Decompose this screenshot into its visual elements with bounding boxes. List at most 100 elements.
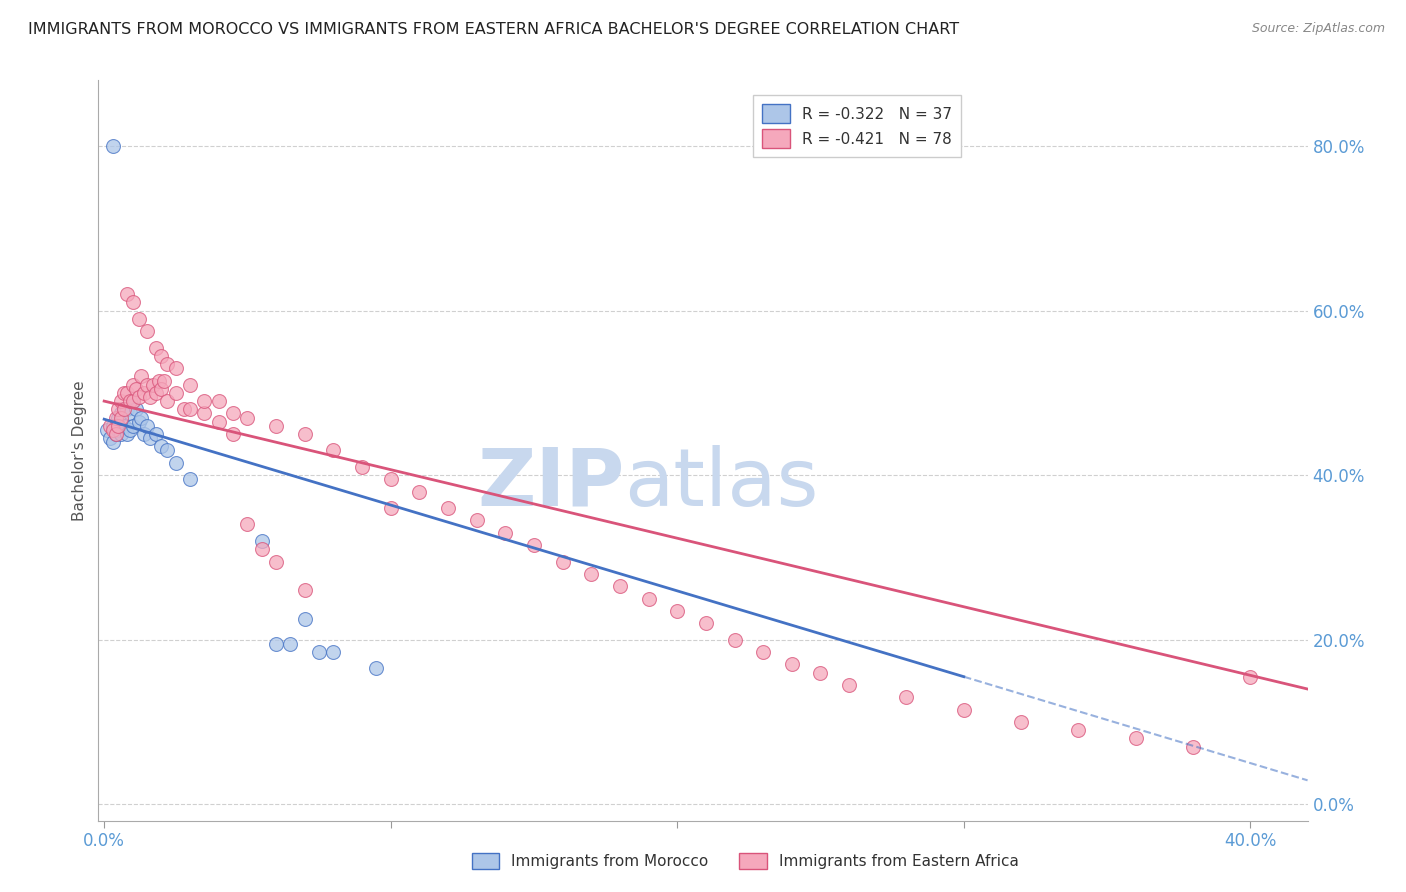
Point [121,295,143,310]
Point [128,415,150,429]
Point [145,427,167,442]
Point [115,287,138,301]
Point [124,402,146,417]
Point [110,410,132,425]
Y-axis label: Bachelor's Degree: Bachelor's Degree [72,380,87,521]
Legend: Immigrants from Morocco, Immigrants from Eastern Africa: Immigrants from Morocco, Immigrants from… [465,847,1025,875]
Text: Source: ZipAtlas.com: Source: ZipAtlas.com [1251,22,1385,36]
Point [142,377,165,392]
Point [121,418,143,433]
Point [350,459,373,474]
Point [264,554,287,569]
Point [110,427,132,442]
Point [136,377,159,392]
Point [110,407,132,421]
Point [810,665,832,680]
Point [165,361,187,376]
Point [752,645,775,659]
Text: IMMIGRANTS FROM MOROCCO VS IMMIGRANTS FROM EASTERN AFRICA BACHELOR'S DEGREE CORR: IMMIGRANTS FROM MOROCCO VS IMMIGRANTS FR… [28,22,959,37]
Point [156,357,179,371]
Point [150,349,173,363]
Point [104,427,127,442]
Point [139,431,162,445]
Point [609,579,631,593]
Point [131,410,153,425]
Point [250,542,273,557]
Point [494,525,516,540]
Point [465,513,488,527]
Point [294,583,316,598]
Point [1010,714,1032,729]
Point [145,385,167,400]
Point [107,410,129,425]
Point [115,427,138,442]
Point [179,472,201,486]
Point [236,410,259,425]
Point [952,703,974,717]
Point [131,369,153,384]
Point [112,402,135,417]
Point [98,431,121,445]
Point [280,637,302,651]
Point [408,484,430,499]
Point [380,472,402,486]
Point [107,402,129,417]
Point [322,645,344,659]
Point [1239,670,1261,684]
Point [193,407,215,421]
Point [222,427,245,442]
Text: atlas: atlas [624,445,818,523]
Point [107,423,129,437]
Point [136,418,159,433]
Point [134,385,156,400]
Point [121,394,143,409]
Point [124,382,146,396]
Point [551,554,574,569]
Point [264,418,287,433]
Point [294,612,316,626]
Point [581,566,603,581]
Point [838,678,860,692]
Point [236,517,259,532]
Point [104,410,127,425]
Point [150,439,173,453]
Point [101,139,124,153]
Point [101,435,124,450]
Point [112,402,135,417]
Point [134,427,156,442]
Point [136,324,159,338]
Point [208,394,231,409]
Point [104,427,127,442]
Point [128,311,150,326]
Point [121,394,143,409]
Point [780,657,803,672]
Point [101,423,124,437]
Point [1067,723,1090,738]
Point [523,538,546,552]
Point [112,385,135,400]
Legend: R = -0.322   N = 37, R = -0.421   N = 78: R = -0.322 N = 37, R = -0.421 N = 78 [754,95,962,157]
Point [139,390,162,404]
Point [179,402,201,417]
Point [150,382,173,396]
Point [695,616,717,631]
Point [173,402,195,417]
Point [723,632,745,647]
Point [118,423,141,437]
Point [145,341,167,355]
Point [308,645,330,659]
Point [637,591,659,606]
Point [115,385,138,400]
Point [222,407,245,421]
Point [250,533,273,548]
Point [165,385,187,400]
Point [104,418,127,433]
Point [264,637,287,651]
Point [153,374,176,388]
Point [294,427,316,442]
Point [165,456,187,470]
Point [179,377,201,392]
Point [156,443,179,458]
Point [666,604,689,618]
Point [380,501,402,516]
